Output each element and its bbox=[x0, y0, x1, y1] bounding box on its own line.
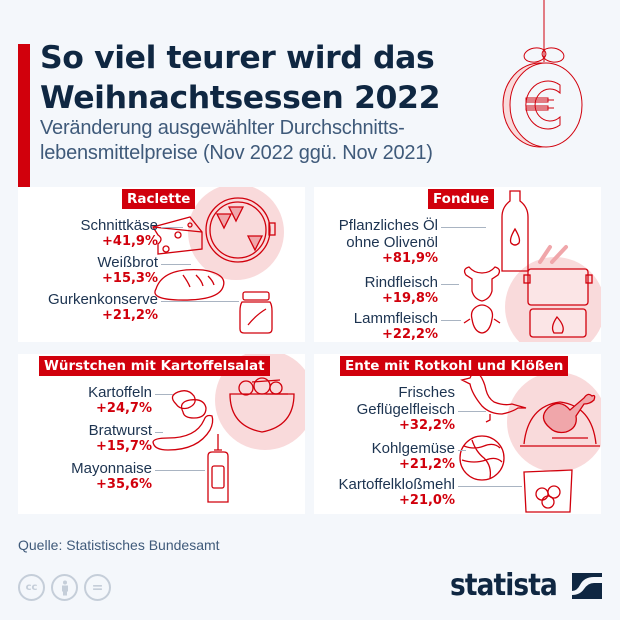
leader-line bbox=[441, 320, 461, 321]
list-item-weissbrot: Weißbrot +15,3% bbox=[97, 254, 158, 287]
leader-line bbox=[441, 284, 459, 285]
list-item-gefluegelfleisch: Frisches Geflügelfleisch +32,2% bbox=[357, 384, 455, 434]
list-item-pflanzliches-oel: Pflanzliches Öl ohne Olivenöl +81,9% bbox=[339, 217, 438, 267]
cabbage-icon bbox=[459, 435, 505, 481]
item-value: +35,6% bbox=[96, 477, 152, 492]
title-line-2: Weihnachtsessen 2022 bbox=[40, 80, 441, 116]
roast-highlight-circle bbox=[507, 372, 601, 472]
panel-tag-ente: Ente mit Rotkohl und Klößen bbox=[340, 356, 569, 376]
fondue-pot-icon bbox=[523, 245, 593, 338]
item-value: +81,9% bbox=[382, 251, 438, 266]
item-name-line-1: Pflanzliches Öl bbox=[338, 217, 438, 234]
item-name: Gurkenkonserve bbox=[47, 291, 158, 308]
item-value: +21,2% bbox=[102, 308, 158, 323]
list-item-kartoffelklossmehl: Kartoffelkloßmehl +21,0% bbox=[339, 476, 455, 509]
euro-christmas-ornament-icon bbox=[502, 0, 583, 148]
leader-line bbox=[161, 264, 191, 265]
item-value: +15,3% bbox=[102, 271, 158, 286]
mayonnaise-bottle-icon bbox=[207, 434, 229, 503]
leader-line bbox=[458, 411, 486, 412]
statista-logo[interactable]: statista bbox=[450, 568, 602, 603]
title-line-1: So viel teurer wird das bbox=[40, 40, 435, 76]
cc-icon[interactable]: cc bbox=[18, 574, 45, 601]
person-glyph bbox=[61, 580, 68, 595]
item-value: +21,0% bbox=[399, 493, 455, 508]
item-value: +32,2% bbox=[399, 418, 455, 433]
list-item-lammfleisch: Lammfleisch +22,2% bbox=[354, 310, 438, 342]
leader-line bbox=[441, 227, 486, 228]
item-name: Schnittkäse bbox=[80, 217, 158, 234]
raclette-highlight-circle bbox=[188, 187, 284, 280]
nd-icon[interactable]: = bbox=[84, 574, 111, 601]
leader-line bbox=[161, 301, 239, 302]
item-value: +19,8% bbox=[382, 291, 438, 306]
sheep-icon bbox=[463, 304, 501, 334]
nd-label: = bbox=[91, 579, 104, 596]
leader-line bbox=[161, 227, 183, 228]
item-name: Kartoffelkloßmehl bbox=[338, 476, 455, 493]
salad-bowl-icon bbox=[229, 377, 295, 433]
list-item-kohlgemuese: Kohlgemüse +21,2% bbox=[372, 440, 455, 473]
item-name: Weißbrot bbox=[97, 254, 158, 271]
panel-tag-fondue: Fondue bbox=[428, 189, 494, 209]
item-name: Rindfleisch bbox=[364, 274, 438, 291]
source-note: Quelle: Statistisches Bundesamt bbox=[18, 537, 220, 553]
item-value: +41,9% bbox=[102, 234, 158, 249]
item-value: +22,2% bbox=[382, 327, 438, 342]
item-name-line-2: ohne Olivenöl bbox=[346, 234, 438, 251]
leader-line bbox=[458, 450, 466, 451]
page-title: So viel teurer wird das Weihnachtsessen … bbox=[40, 38, 440, 118]
panel-tag-raclette: Raclette bbox=[122, 189, 196, 209]
leader-line bbox=[155, 432, 163, 433]
subtitle-line-2: lebensmittelpreise (Nov 2022 ggü. Nov 20… bbox=[40, 142, 433, 164]
raclette-grill-icon bbox=[205, 197, 276, 263]
potatoes-icon bbox=[171, 390, 207, 419]
cc-label: cc bbox=[25, 582, 38, 593]
roast-dish-icon bbox=[520, 393, 600, 447]
item-name: Lammfleisch bbox=[353, 310, 438, 327]
panel-tag-wuerstchen: Würstchen mit Kartoffelsalat bbox=[39, 356, 270, 376]
cow-icon bbox=[463, 266, 501, 302]
item-name: Kohlgemüse bbox=[371, 440, 455, 457]
title-accent-bar bbox=[18, 44, 30, 196]
subtitle-line-1: Veränderung ausgewählter Durchschnitts- bbox=[40, 117, 405, 139]
cheese-icon bbox=[151, 216, 203, 255]
item-name-line-1: Frisches bbox=[398, 384, 455, 401]
wuerstchen-icons bbox=[152, 354, 305, 503]
leader-line bbox=[155, 470, 205, 471]
bread-icon bbox=[154, 268, 225, 301]
panel-raclette: Raclette Schnittkäse +41,9% Weißbrot +15… bbox=[18, 187, 305, 342]
dumpling-flour-bag-icon bbox=[523, 469, 573, 513]
panel-ente-rotkohl-kloesse: Ente mit Rotkohl und Klößen Frisches Gef… bbox=[314, 354, 601, 514]
statista-logo-icon bbox=[571, 572, 602, 599]
panel-fondue: Fondue Pflanzliches Öl ohne Olivenöl +81… bbox=[314, 187, 601, 342]
leader-line bbox=[458, 486, 522, 487]
list-item-gurkenkonserve: Gurkenkonserve +21,2% bbox=[48, 291, 158, 324]
list-item-mayonnaise: Mayonnaise +35,6% bbox=[71, 460, 152, 493]
by-icon[interactable] bbox=[51, 574, 78, 601]
fondue-highlight-circle bbox=[505, 257, 601, 342]
pickle-jar-icon bbox=[239, 291, 273, 334]
item-name-line-2: Geflügelfleisch bbox=[356, 401, 455, 418]
oil-bottle-icon bbox=[501, 190, 529, 272]
subtitle: Veränderung ausgewählter Durchschnitts- … bbox=[40, 116, 433, 166]
item-name: Bratwurst bbox=[88, 422, 152, 439]
list-item-rindfleisch: Rindfleisch +19,8% bbox=[365, 274, 438, 307]
panel-wuerstchen-kartoffelsalat: Würstchen mit Kartoffelsalat Kartoffeln … bbox=[18, 354, 305, 514]
item-name: Kartoffeln bbox=[88, 384, 152, 401]
brand-wordmark: statista bbox=[450, 568, 558, 603]
list-item-schnittkaese: Schnittkäse +41,9% bbox=[80, 217, 158, 250]
license-icons: cc = bbox=[18, 574, 111, 601]
item-value: +24,7% bbox=[96, 401, 152, 416]
item-name: Mayonnaise bbox=[71, 460, 152, 477]
item-value: +15,7% bbox=[96, 439, 152, 454]
list-item-bratwurst: Bratwurst +15,7% bbox=[89, 422, 152, 455]
leader-line bbox=[155, 394, 173, 395]
duck-icon bbox=[460, 372, 527, 423]
list-item-kartoffeln: Kartoffeln +24,7% bbox=[88, 384, 152, 417]
item-value: +21,2% bbox=[399, 457, 455, 472]
